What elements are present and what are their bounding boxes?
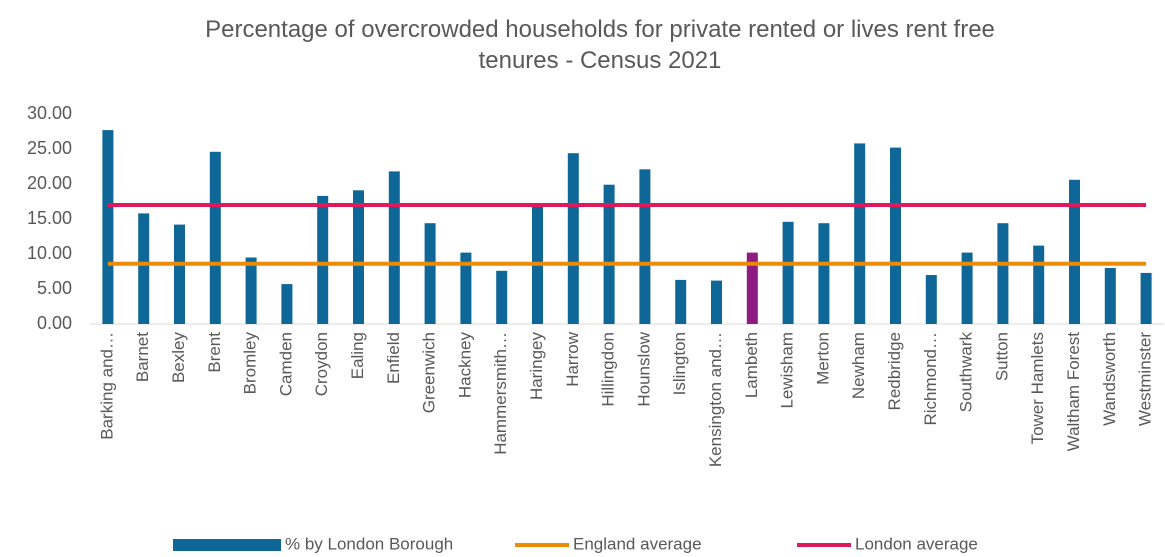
x-tick-label: Newham (849, 332, 868, 399)
x-tick-label: Tower Hamlets (1028, 332, 1047, 444)
x-tick-label: Camden (276, 332, 295, 396)
bar (460, 252, 472, 324)
x-tick-label: Islington (670, 332, 689, 395)
bar (818, 223, 830, 324)
bar (1033, 245, 1045, 324)
x-tick-label: Hackney (455, 332, 474, 399)
x-tick-label: Harrow (563, 331, 582, 387)
x-tick-label: Richmond… (921, 332, 940, 426)
legend-label: England average (573, 534, 702, 553)
y-tick-label: 20.00 (27, 173, 72, 193)
bar (711, 280, 722, 324)
y-tick-label: 30.00 (27, 103, 72, 123)
x-tick-label: Redbridge (885, 332, 904, 410)
bar (746, 252, 758, 324)
x-tick-label: Greenwich (420, 332, 439, 413)
x-tick-label: Merton (813, 332, 832, 385)
x-tick-label: Hounslow (634, 331, 653, 406)
y-tick-label: 5.00 (37, 278, 72, 298)
x-tick-label: Hammersmith… (491, 332, 510, 455)
legend-label: % by London Borough (285, 534, 453, 553)
bar (961, 252, 973, 324)
x-tick-label: Barking and… (97, 332, 116, 440)
bar (102, 130, 114, 324)
bar (603, 184, 615, 324)
x-tick-label: Southwark (957, 332, 976, 413)
bar (353, 190, 364, 324)
bar (209, 151, 221, 324)
bar (782, 221, 794, 324)
bar (281, 284, 293, 324)
x-tick-label: Enfield (384, 332, 403, 384)
bar (245, 257, 257, 324)
bar (890, 147, 901, 324)
y-tick-label: 15.00 (27, 208, 72, 228)
y-tick-label: 25.00 (27, 138, 72, 158)
x-tick-label: Brent (205, 332, 224, 373)
bar (496, 270, 508, 324)
x-tick-label: Wandsworth (1100, 332, 1119, 426)
bar (174, 224, 185, 324)
bar (1140, 272, 1152, 324)
x-tick-label: Bromley (241, 332, 260, 395)
x-tick-label: Hillingdon (599, 332, 618, 407)
bar (925, 275, 937, 324)
x-tick-label: Waltham Forest (1064, 332, 1083, 452)
legend-swatch (173, 539, 281, 551)
bar (854, 143, 866, 324)
bar (1104, 268, 1116, 324)
bar (675, 279, 687, 324)
bar (424, 223, 436, 324)
x-tick-label: Kensington and… (706, 332, 725, 467)
x-tick-label: Sutton (992, 332, 1011, 381)
bar (317, 195, 329, 324)
x-tick-label: Westminster (1136, 332, 1155, 426)
x-tick-label: Haringey (527, 332, 546, 401)
bar (567, 153, 579, 324)
x-tick-label: Ealing (348, 332, 367, 379)
x-tick-label: Barnet (133, 332, 152, 382)
bar (997, 223, 1009, 324)
legend-label: London average (855, 534, 978, 553)
bar (639, 169, 651, 324)
chart-title: Percentage of overcrowded households for… (205, 16, 995, 74)
x-tick-label: Bexley (169, 332, 188, 384)
x-tick-label: Croydon (312, 332, 331, 396)
y-tick-label: 0.00 (37, 313, 72, 333)
x-tick-label: Lambeth (742, 332, 761, 398)
x-tick-label: Lewisham (778, 332, 797, 409)
bar (138, 213, 150, 324)
y-tick-label: 10.00 (27, 243, 72, 263)
bar (1069, 179, 1080, 324)
bar (388, 171, 400, 324)
